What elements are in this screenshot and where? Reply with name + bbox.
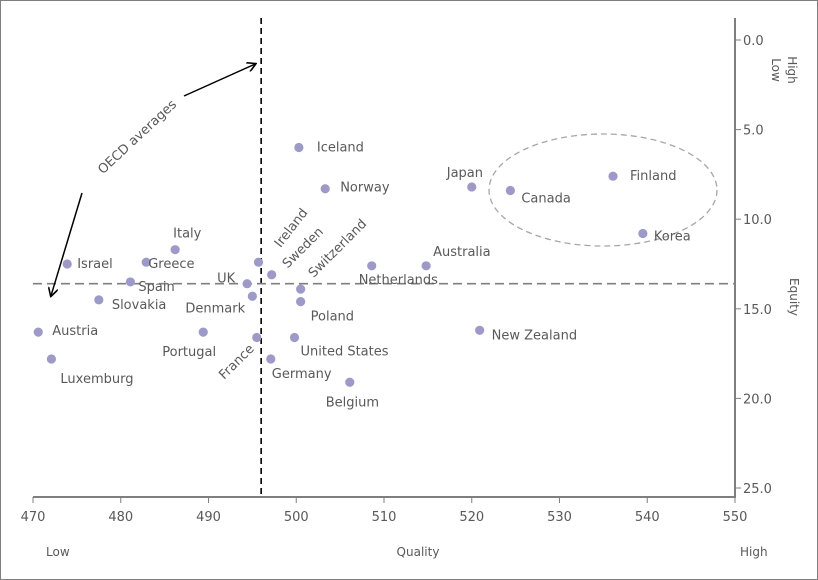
label-slovakia: Slovakia — [112, 298, 167, 313]
x-tick-label: 490 — [196, 510, 221, 525]
point-switzerland — [296, 284, 306, 294]
label-canada: Canada — [521, 192, 570, 207]
point-germany — [266, 354, 276, 364]
point-greece — [141, 257, 151, 267]
point-ireland — [253, 257, 264, 267]
point-japan — [467, 182, 477, 192]
x-tick-label: 510 — [372, 510, 397, 525]
label-finland: Finland — [630, 169, 676, 184]
label-luxemburg: Luxemburg — [60, 372, 133, 387]
point-spain — [125, 277, 136, 287]
y-tick-label: 20.0 — [743, 392, 772, 407]
point-sweden — [267, 270, 277, 280]
y-tick-label: 5.0 — [743, 124, 764, 139]
label-uk: UK — [217, 272, 236, 287]
x-axis-title: Quality — [397, 545, 440, 559]
label-australia: Australia — [433, 245, 491, 260]
x-tick-label: 470 — [21, 510, 46, 525]
point-uk — [242, 279, 252, 289]
y-tick-label: 0.0 — [743, 34, 764, 49]
label-portugal: Portugal — [162, 345, 216, 360]
y-tick-label: 25.0 — [743, 482, 772, 497]
y-axis-top-high-label: High — [785, 56, 799, 84]
point-united-states — [289, 332, 300, 343]
x-tick-label: 540 — [635, 510, 660, 525]
label-greece: Greece — [148, 257, 194, 272]
label-spain: Spain — [138, 280, 174, 295]
x-tick-label: 520 — [459, 510, 484, 525]
label-italy: Italy — [173, 227, 202, 242]
point-iceland — [294, 142, 304, 153]
x-tick-label: 500 — [284, 510, 309, 525]
point-australia — [421, 261, 431, 271]
point-portugal — [198, 327, 208, 337]
data-labels: Iceland Norway Japan Canada Finland Korea Aust… — [52, 141, 690, 411]
x-axis-low-label: Low — [46, 545, 70, 559]
point-new-zealand — [475, 325, 485, 335]
point-korea — [638, 228, 648, 239]
data-points — [33, 142, 648, 387]
label-austria: Austria — [52, 324, 98, 339]
label-israel: Israel — [77, 257, 113, 272]
point-canada — [505, 185, 515, 196]
y-tick-label: 10.0 — [743, 213, 772, 228]
label-poland: Poland — [311, 310, 354, 325]
arrow-to-horizontal-line — [51, 192, 83, 296]
point-italy — [170, 245, 180, 255]
point-poland — [296, 297, 306, 307]
label-germany: Germany — [272, 367, 332, 382]
label-denmark: Denmark — [185, 301, 245, 316]
x-tick-label: 480 — [108, 510, 133, 525]
x-tick-label: 530 — [547, 510, 572, 525]
point-austria — [33, 327, 43, 337]
arrow-to-vertical-line — [183, 64, 255, 97]
point-france — [252, 332, 262, 343]
point-israel — [62, 259, 72, 269]
label-new-zealand: New Zealand — [492, 328, 577, 343]
label-iceland: Iceland — [317, 141, 364, 156]
y-tick-label: 15.0 — [743, 303, 772, 318]
label-netherlands: Netherlands — [359, 273, 438, 288]
point-norway — [320, 184, 330, 194]
label-united-states: United States — [300, 344, 388, 359]
top-performers-ellipse — [488, 133, 718, 247]
point-netherlands — [367, 261, 377, 271]
point-denmark — [247, 291, 257, 301]
label-japan: Japan — [446, 166, 483, 181]
point-finland — [608, 171, 618, 181]
label-belgium: Belgium — [326, 395, 379, 410]
label-norway: Norway — [340, 181, 390, 196]
point-slovakia — [94, 295, 104, 305]
label-france: France — [216, 342, 257, 383]
x-axis-high-label: High — [740, 545, 768, 559]
label-korea: Korea — [654, 230, 691, 245]
point-luxemburg — [46, 354, 57, 364]
reference-lines — [33, 18, 735, 497]
x-tick-label: 550 — [723, 510, 748, 525]
oecd-averages-label: OECD averages — [95, 97, 180, 177]
y-axis-top-low-label: Low — [769, 58, 783, 82]
point-belgium — [345, 377, 355, 387]
axes: 470 480 490 500 510 520 530 540 550 0.0 5.0 10.0 15.… — [21, 18, 772, 525]
y-axis-title: Equity — [787, 278, 801, 316]
